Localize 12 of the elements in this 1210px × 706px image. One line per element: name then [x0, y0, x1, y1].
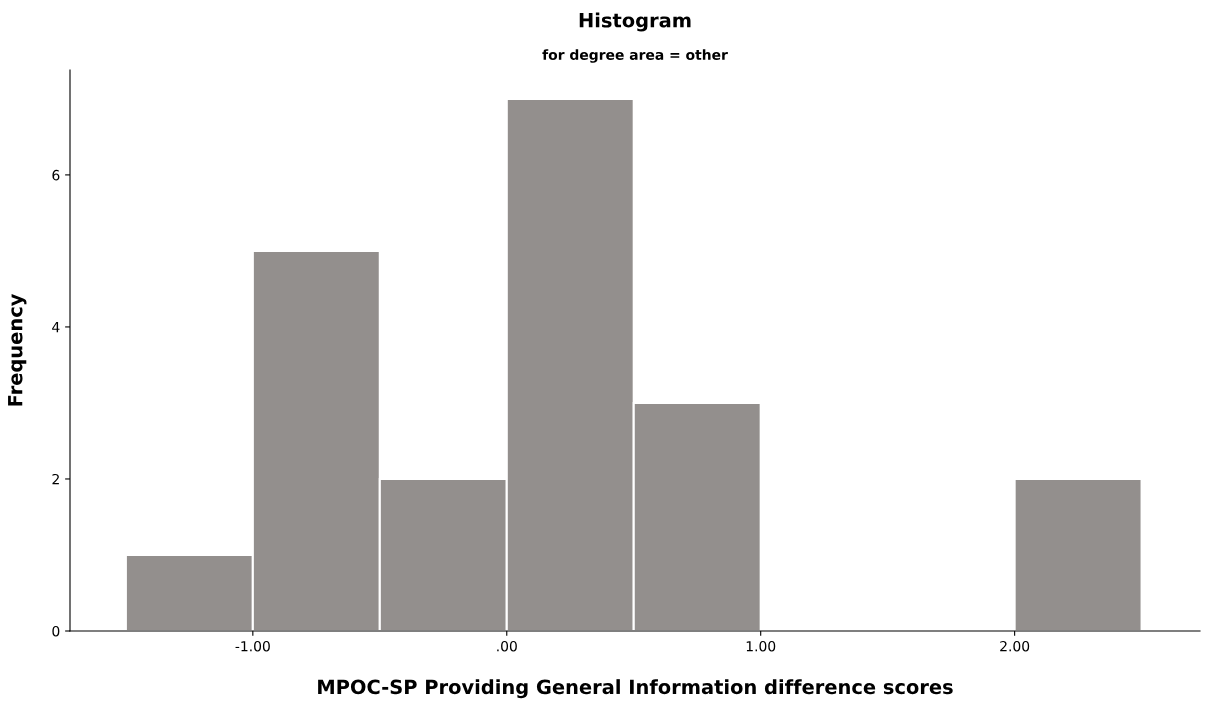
- chart-title: Histogram: [579, 12, 691, 32]
- y-tick-label: 2: [52, 473, 59, 485]
- x-tick-label: 2.00: [1000, 640, 1030, 652]
- chart-subtitle: for degree area = other: [542, 49, 728, 63]
- x-tick-label: -1.00: [235, 640, 270, 652]
- y-tick-label: 0: [52, 625, 60, 637]
- x-axis-title: MPOC-SP Providing General Information difference scores: [318, 679, 953, 699]
- y-tick-label: 4: [52, 322, 60, 333]
- x-tick-label: 1.00: [746, 640, 776, 652]
- y-tick-label: 6: [52, 169, 60, 181]
- y-axis-title: Frequency: [8, 293, 27, 406]
- x-tick-label: .00: [497, 640, 517, 652]
